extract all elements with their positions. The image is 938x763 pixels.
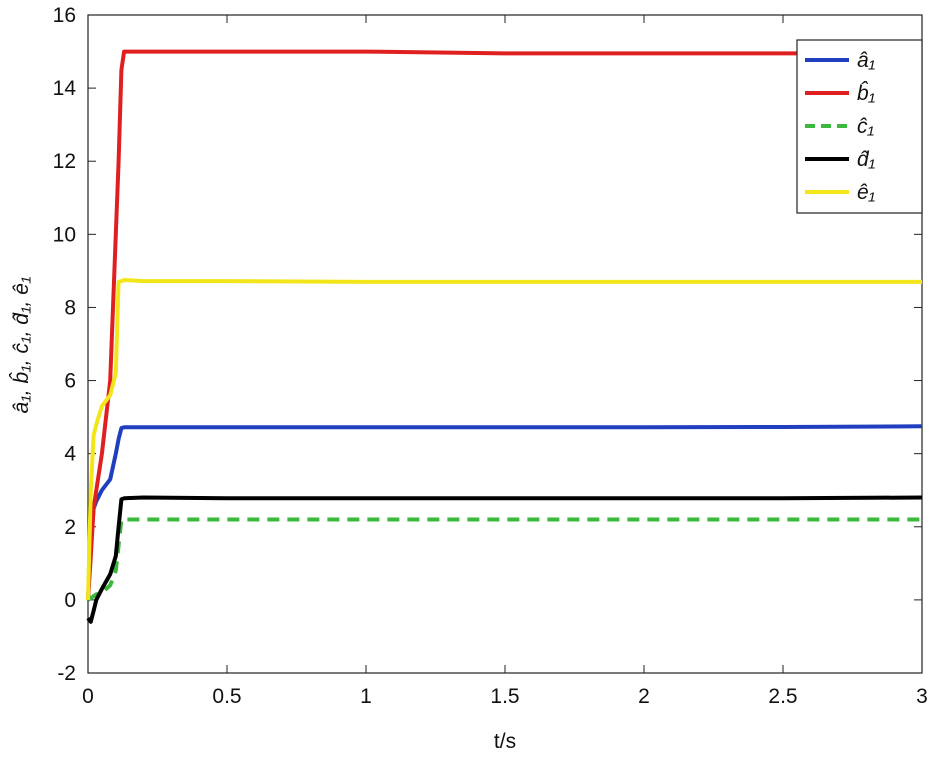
y-axis-label: â₁, b̂₁, ĉ₁, d̂₁, ê₁ xyxy=(10,276,33,413)
y-tick-label: 12 xyxy=(53,150,76,173)
y-tick-label: 16 xyxy=(53,4,76,27)
series-line xyxy=(86,517,922,602)
legend-box xyxy=(796,39,923,214)
x-tick-label: 3 xyxy=(916,685,928,708)
legend-label: d̂₁ xyxy=(857,148,876,171)
plot-frame xyxy=(87,14,923,674)
series-line xyxy=(86,278,922,600)
x-axis-label: t/s xyxy=(494,730,516,753)
x-tick-label: 2 xyxy=(638,685,650,708)
y-tick-label: 4 xyxy=(64,443,76,466)
y-tick-label: 14 xyxy=(53,77,77,100)
y-tick-label: 0 xyxy=(64,589,76,612)
legend-label: b̂₁ xyxy=(857,82,876,105)
y-tick-label: 2 xyxy=(64,516,76,539)
legend-label: â₁ xyxy=(857,49,876,72)
x-tick-label: 1 xyxy=(360,685,372,708)
y-tick-label: 6 xyxy=(64,370,76,393)
legend-label: ĉ₁ xyxy=(857,115,875,138)
y-tick-label: -2 xyxy=(57,662,76,685)
legend-label: ê₁ xyxy=(857,181,876,204)
x-tick-label: 0 xyxy=(82,685,94,708)
y-tick-label: 10 xyxy=(53,223,76,246)
x-tick-label: 0.5 xyxy=(212,685,241,708)
series-line xyxy=(86,495,923,624)
x-tick-label: 2.5 xyxy=(768,685,797,708)
y-tick-label: 8 xyxy=(64,296,76,319)
series-line xyxy=(86,49,922,601)
x-tick-label: 1.5 xyxy=(490,685,519,708)
